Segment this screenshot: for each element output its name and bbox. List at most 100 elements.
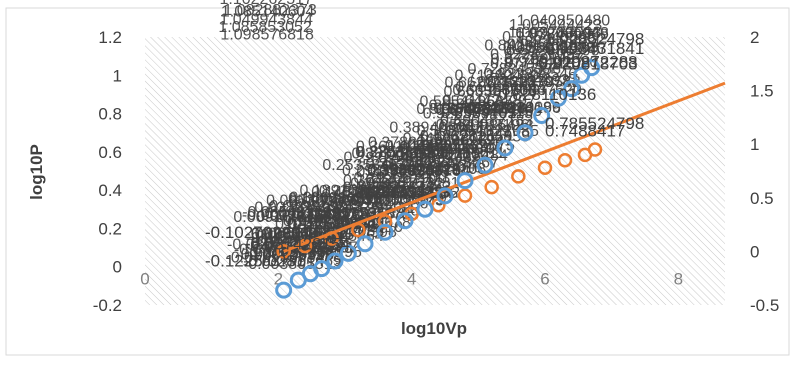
data-label: 0.218746571 [319,183,413,200]
data-label: -0.079966734 [226,250,325,267]
y-left-tick-label: 0.8 [98,105,122,124]
data-label: 0.062815501 [257,208,351,225]
data-label: 0.393432785 [386,146,480,163]
data-label: 0.009169127 [233,209,327,226]
series-1-point [533,106,551,124]
data-label: 0.535639575 [421,138,515,155]
series-2-point [587,142,603,157]
data-label: -0.039346455 [234,241,333,258]
series-2-point [457,188,473,203]
data-label: 0.673794796 [436,102,530,119]
series-1-point [456,172,474,190]
data-label: 0.295727023 [342,163,436,180]
data-label: 0.866837620 [488,82,582,99]
data-label-annotation: -0.1225/0281 [205,252,305,271]
data-label: 0.664424297 [443,93,537,110]
data-label: 0.065300069 [266,193,360,210]
data-label: 0.661622085 [445,123,539,140]
y-axis-label: log10P [27,144,46,200]
data-label: 0.877982167 [490,56,584,73]
data-label: 0.445718021 [403,131,497,148]
data-label: 0.389405007 [389,119,483,136]
series-1-point [275,281,293,299]
data-label-annotation: 0.920872288 [538,53,637,72]
data-label: 0.663567816 [444,84,538,101]
y-right-tick-label: -0.5 [750,296,779,315]
data-label: 0.935440565 [502,29,596,46]
data-label: 0.669567044 [452,82,546,99]
x-tick-label: 2 [274,270,283,289]
data-label: 0.922426097 [490,46,584,63]
data-label: 1.102262517 [219,0,313,8]
data-label: 0.542118484 [416,147,508,164]
y-left-tick-label: 0.4 [98,181,122,200]
series-1-point [396,212,414,230]
data-label: 1.085140604 [221,4,315,21]
data-label: 0.146331447 [287,216,381,233]
data-label: 1.009783093 [508,25,602,42]
data-label: 1.040850480 [517,12,611,29]
y-left-tick-label: 0.2 [98,219,122,238]
data-label: 0.945230624 [507,37,601,54]
data-label-annotation: 0.993431841 [545,39,644,58]
data-label: 0.335053155 [365,185,459,202]
data-label: 0.948401920 [505,54,599,71]
data-label: 0.689188957 [455,79,549,96]
data-label-annotation: 0.7488417 [545,122,625,141]
data-label: 0.356542353 [358,178,452,195]
data-label: 0.104549040 [287,216,381,233]
data-label: 0.086210562 [289,189,383,206]
series-2-point [484,179,499,195]
data-label: 0.070328361 [269,198,363,215]
data-label: 0.408488726 [385,138,479,155]
data-label: 0.690915424 [440,117,534,134]
x-tick-label: 6 [540,270,549,289]
data-label: -0.035433599 [242,204,341,221]
data-label: 0.307866941 [342,186,436,203]
data-label: 0.474707219 [395,147,489,164]
data-label: 0.275845336 [335,195,429,212]
series-1-point [313,260,331,278]
data-label: 0.554502100 [429,98,523,115]
series-1-point [416,200,434,218]
data-label: -0.011479124 [246,230,344,247]
data-label: 1.082882373 [223,2,317,19]
series-1-point [356,235,374,253]
data-label: 0.361171982 [356,138,448,155]
series-1-point [476,156,494,174]
x-tick-label: 0 [140,270,149,289]
data-label: 0.877991427 [491,51,585,68]
data-label-annotation: 0.828110136 [498,85,596,104]
data-label: 0.145109739 [311,184,405,201]
data-label: 0.363424426 [367,162,461,179]
y-right-tick-label: 0.5 [750,189,774,208]
data-label: 1.038489369 [515,27,609,44]
data-label: 0.312985254 [342,184,436,201]
series-2-point [511,169,526,184]
data-label: 0.518702846 [416,101,510,118]
data-label: 0.969723937 [514,39,608,56]
series-2-point [351,222,366,238]
data-label: 0.068646111 [255,226,346,243]
data-label: 0.656011874 [441,100,533,117]
series-2-point [276,244,291,259]
series-2-point [297,238,313,254]
data-label: 0.440163109 [378,150,472,167]
data-label: 0.376429184 [382,158,476,175]
data-label: 0.444242970 [401,141,495,158]
series-1-point [436,187,454,205]
data-label: 0.776153978 [478,74,572,91]
data-label: 0.331786694 [352,146,446,163]
x-tick-label: 8 [674,270,683,289]
y-left-tick-label: 1.2 [98,28,122,47]
data-label: 0.189155521 [299,182,393,199]
data-label: 0.391076175 [367,162,461,179]
data-label: 0.656440115 [441,105,533,122]
data-label: 0.313149863 [365,156,459,173]
data-label: -0.001247642 [242,207,341,224]
y-right-tick-label: 1 [750,135,759,154]
data-label: 0.087367970 [289,194,383,211]
data-label: 0.583711848 [420,128,512,145]
data-label: 0.823888546 [484,66,578,83]
x-axis-label: log10Vp [401,319,467,338]
